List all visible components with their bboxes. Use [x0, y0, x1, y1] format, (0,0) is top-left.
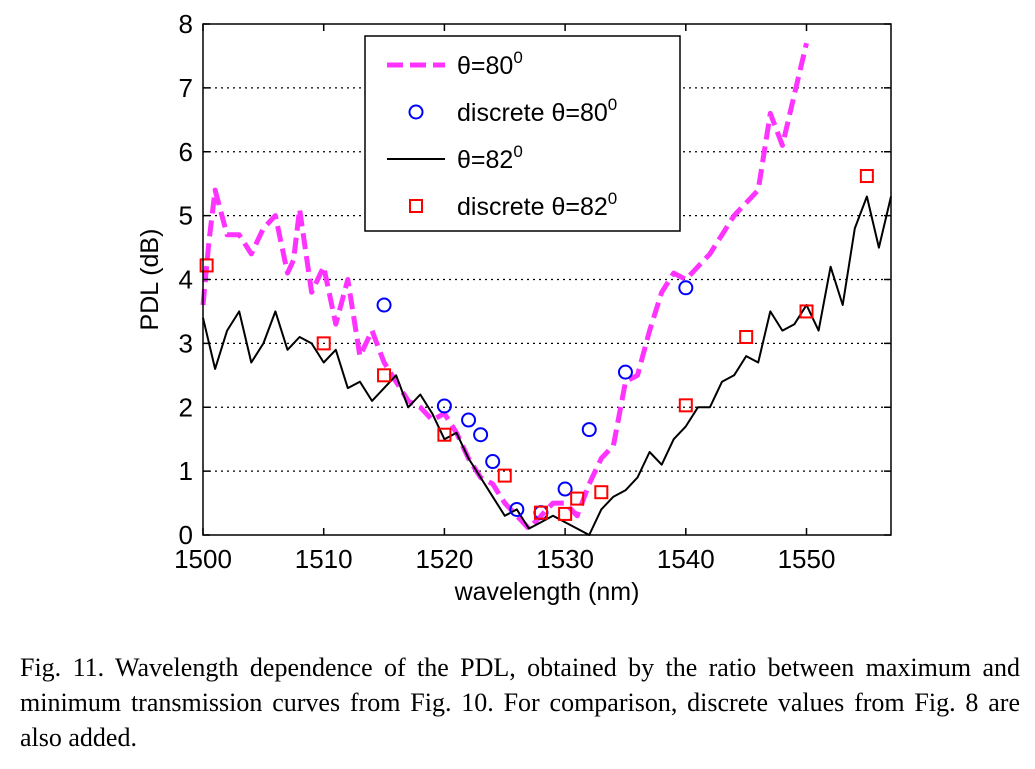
x-tick-label: 1550 — [778, 544, 836, 574]
legend-label-sup: 0 — [608, 95, 617, 114]
legend-label: θ=800 — [457, 48, 523, 80]
data-point-series-4 — [859, 169, 874, 184]
data-point-series-4 — [437, 427, 452, 442]
y-tick-label: 3 — [179, 328, 193, 358]
data-point-series-2 — [509, 501, 525, 517]
data-point-series-2 — [557, 481, 573, 497]
figure-caption: Fig. 11. Wavelength dependence of the PD… — [20, 653, 1020, 752]
data-point-series-4 — [594, 485, 609, 500]
data-point-series-2 — [581, 422, 597, 438]
legend-entry-4: discrete θ=820 — [409, 189, 617, 221]
data-point-series-4 — [377, 368, 392, 383]
legend-label: θ=820 — [457, 142, 523, 174]
data-point-series-4 — [199, 258, 214, 273]
y-tick-label: 2 — [179, 392, 193, 422]
y-tick-label: 4 — [179, 265, 193, 295]
legend-label-text: θ=80 — [457, 52, 513, 80]
legend-entry-2: discrete θ=800 — [408, 95, 617, 127]
data-point-series-2 — [678, 280, 694, 296]
legend-swatch — [408, 104, 424, 120]
y-tick-label: 7 — [179, 73, 193, 103]
y-tick-label: 6 — [179, 137, 193, 167]
y-tick-label: 1 — [179, 456, 193, 486]
x-tick-label: 1500 — [174, 544, 232, 574]
legend-entry-3: θ=820 — [387, 142, 523, 174]
legend-label-sup: 0 — [608, 189, 617, 208]
data-point-series-2 — [473, 427, 489, 443]
data-point-series-4 — [739, 329, 754, 344]
y-tick-label: 5 — [179, 201, 193, 231]
data-point-series-4 — [678, 398, 693, 413]
data-point-series-2 — [461, 412, 477, 428]
data-point-series-2 — [485, 454, 501, 470]
data-point-series-2 — [436, 398, 452, 414]
legend-label-sup: 0 — [513, 142, 522, 161]
data-point-series-4 — [570, 491, 585, 506]
data-point-series-2 — [376, 297, 392, 313]
data-point-series-4 — [533, 505, 548, 520]
legend-label: discrete θ=820 — [457, 189, 617, 221]
y-tick-label: 8 — [179, 9, 193, 39]
data-point-series-4 — [316, 336, 331, 351]
data-point-series-4 — [799, 304, 814, 319]
legend-label-text: θ=82 — [457, 146, 513, 174]
x-axis-label: wavelength (nm) — [454, 578, 640, 606]
legend-swatch — [409, 199, 423, 213]
legend-entry-1: θ=800 — [387, 48, 523, 80]
legend-box — [364, 35, 681, 232]
x-tick-label: 1540 — [657, 544, 715, 574]
data-point-series-4 — [558, 506, 573, 521]
y-axis-label: PDL (dB) — [136, 229, 164, 331]
x-tick-label: 1510 — [295, 544, 353, 574]
legend-label-text: discrete θ=80 — [457, 99, 608, 127]
legend-label-sup: 0 — [513, 48, 522, 67]
pdl-chart: 0 1 2 3 4 5 6 7 8 1500 1510 1520 1530 1540 1550 wavele… — [136, 9, 892, 606]
legend-label: discrete θ=800 — [457, 95, 617, 127]
axis-ticks: 0 1 2 3 4 5 6 7 8 1500 1510 1520 1530 1540 1550 — [174, 9, 891, 574]
y-tick-label: 0 — [179, 520, 193, 550]
data-point-series-2 — [617, 364, 633, 380]
x-tick-label: 1530 — [536, 544, 594, 574]
legend-label-text: discrete θ=82 — [457, 193, 608, 221]
chart-markers — [199, 169, 874, 521]
x-tick-label: 1520 — [415, 544, 473, 574]
series-line-1 — [200, 42, 809, 532]
data-point-series-4 — [497, 468, 512, 483]
